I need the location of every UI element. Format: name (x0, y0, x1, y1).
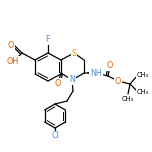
Text: F: F (46, 36, 50, 45)
Text: O: O (115, 76, 121, 85)
Text: CH₃: CH₃ (122, 96, 134, 102)
Text: O: O (55, 78, 61, 88)
Text: NH: NH (90, 69, 102, 78)
Text: O: O (8, 40, 14, 50)
Text: CH₃: CH₃ (137, 72, 149, 78)
Text: O: O (107, 62, 113, 71)
Text: S: S (71, 48, 77, 57)
Text: Cl: Cl (51, 131, 59, 140)
Text: OH: OH (7, 57, 19, 66)
Polygon shape (84, 71, 96, 75)
Text: N: N (69, 76, 75, 85)
Text: CH₃: CH₃ (137, 89, 149, 95)
